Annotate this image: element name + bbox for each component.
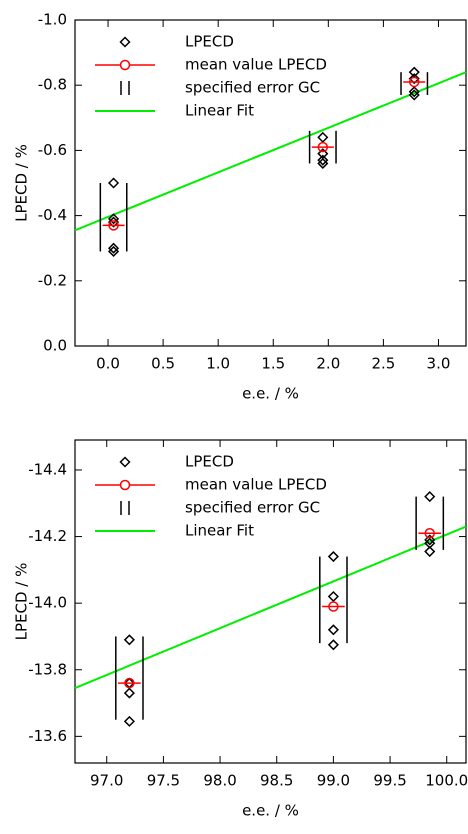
legend-symbol (119, 456, 131, 468)
x-tick-label: 0.5 (151, 355, 175, 373)
legend-label: Linear Fit (185, 522, 254, 540)
y-tick-label: -0.6 (38, 141, 67, 159)
data-point (107, 242, 120, 254)
x-tick-label: 97.5 (147, 772, 180, 790)
x-tick-label: 99.0 (317, 772, 350, 790)
y-axis-title: LPECD / % (13, 144, 31, 222)
data-point (107, 216, 120, 228)
x-axis-title: e.e. / % (242, 385, 299, 403)
x-tick-label: 0.0 (96, 355, 120, 373)
mean-point (108, 220, 119, 231)
x-tick-label: 2.5 (371, 355, 395, 373)
x-tick-label: 3.0 (427, 355, 451, 373)
data-point (327, 550, 339, 563)
mean-point (424, 527, 435, 539)
fit-line (74, 71, 467, 232)
data-point (317, 157, 329, 170)
data-point (327, 639, 339, 651)
mean-point (408, 76, 420, 88)
data-point (327, 590, 339, 603)
legend-symbol (119, 59, 131, 71)
x-tick-label: 98.5 (260, 772, 293, 790)
data-point (424, 491, 436, 503)
mean-point (328, 601, 339, 612)
legend-label: LPECD (185, 33, 234, 51)
legend-label: Linear Fit (185, 102, 254, 120)
plot-frame (74, 439, 467, 764)
y-tick-label: -13.8 (28, 660, 67, 678)
y-tick-label: -0.2 (38, 271, 67, 289)
data-point (424, 545, 436, 558)
data-point (107, 213, 120, 225)
data-point (107, 177, 120, 189)
x-tick-label: 2.0 (316, 355, 340, 373)
x-tick-label: 98.0 (203, 772, 236, 790)
x-tick-label: 99.5 (373, 772, 406, 790)
legend-label: mean value LPECD (185, 476, 327, 494)
data-point (123, 715, 135, 727)
y-tick-label: 0.0 (43, 337, 67, 355)
x-tick-label: 1.5 (261, 355, 285, 373)
y-tick-label: -0.8 (38, 76, 67, 94)
data-point (408, 89, 420, 101)
x-tick-label: 97.0 (90, 772, 123, 790)
y-tick-label: -13.6 (28, 727, 67, 745)
data-point (408, 86, 420, 98)
x-tick-label: 1.0 (206, 355, 230, 373)
legend-symbol (119, 36, 131, 48)
y-tick-label: -1.0 (38, 11, 67, 29)
y-tick-label: -0.4 (38, 206, 67, 224)
data-point (327, 624, 339, 636)
fit-line (74, 525, 467, 690)
plot-frame (74, 19, 467, 347)
data-point (424, 534, 436, 546)
data-point (107, 245, 120, 258)
data-point (408, 73, 420, 85)
x-axis-title: e.e. / % (242, 802, 299, 820)
y-tick-label: -14.2 (28, 527, 67, 545)
mean-point (124, 677, 135, 689)
data-point (123, 687, 135, 699)
y-tick-label: -14.0 (28, 594, 67, 612)
legend-label: specified error GC (185, 79, 320, 97)
data-point (408, 66, 420, 78)
y-tick-label: -14.4 (28, 460, 67, 478)
data-point (317, 154, 329, 166)
y-axis-title: LPECD / % (13, 563, 31, 641)
legend-label: specified error GC (185, 499, 320, 517)
legend-label: LPECD (185, 453, 234, 471)
x-tick-label: 100.0 (425, 772, 468, 790)
legend-symbol (119, 479, 131, 491)
mean-point (317, 141, 329, 153)
legend-label: mean value LPECD (185, 56, 327, 74)
data-point (123, 634, 135, 646)
data-point (317, 131, 329, 143)
